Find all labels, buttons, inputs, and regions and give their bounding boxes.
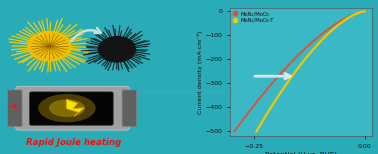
Ellipse shape	[49, 99, 85, 117]
FancyBboxPatch shape	[122, 90, 136, 126]
Y-axis label: Current density (mA·cm⁻²): Current density (mA·cm⁻²)	[197, 30, 203, 114]
FancyBboxPatch shape	[8, 90, 22, 126]
Circle shape	[28, 32, 71, 61]
FancyBboxPatch shape	[30, 92, 113, 125]
Circle shape	[99, 37, 135, 62]
FancyBboxPatch shape	[16, 86, 129, 130]
Text: +: +	[11, 102, 19, 111]
Polygon shape	[67, 99, 84, 116]
Text: Rapid Joule heating: Rapid Joule heating	[26, 138, 121, 147]
Legend: MoN₂/MoO₂, MoN₂/MoO₂-T: MoN₂/MoO₂, MoN₂/MoO₂-T	[232, 10, 275, 24]
Ellipse shape	[38, 94, 96, 122]
X-axis label: Potential (V vs. RHE): Potential (V vs. RHE)	[265, 151, 337, 154]
